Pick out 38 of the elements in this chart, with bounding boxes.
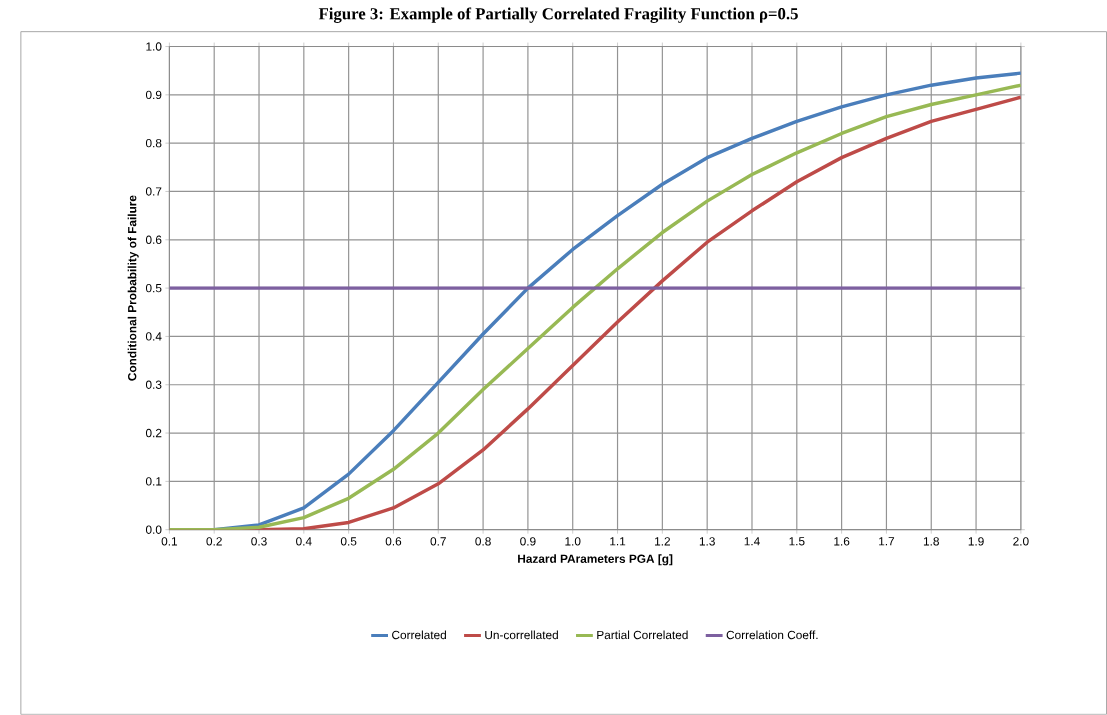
x-tick-label: 0.2 [206, 537, 222, 546]
y-tick-label: 0.5 [145, 284, 162, 293]
x-tick-label: 1.9 [968, 537, 984, 546]
x-tick-label: 2.0 [1013, 537, 1029, 546]
x-tick-label: 0.3 [251, 537, 267, 546]
x-tick-label: 1.5 [789, 537, 805, 546]
x-tick-label: 0.8 [475, 537, 491, 546]
y-axis-title: Conditional Probability of Failure [127, 195, 139, 381]
x-tick-label: 1.7 [879, 537, 895, 546]
y-tick-label: 0.7 [145, 187, 162, 196]
y-tick-label: 0.6 [145, 235, 162, 245]
y-tick-label: 0.3 [145, 380, 162, 389]
x-tick-label: 1.4 [744, 537, 760, 546]
y-tick-label: 0.1 [145, 477, 162, 486]
y-tick-label: 1.0 [146, 42, 162, 51]
y-tick-label: 0.0 [145, 525, 162, 534]
x-tick-label: 0.6 [385, 537, 402, 546]
x-tick-label: 0.9 [520, 537, 536, 546]
x-tick-label: 1.8 [923, 537, 939, 546]
x-tick-label: 1.3 [699, 537, 715, 546]
legend-label: Correlation Coeff. [726, 630, 818, 640]
x-tick-label: 1.1 [610, 537, 626, 546]
x-axis-title: Hazard PArameters PGA [g] [518, 554, 673, 566]
x-tick-label: 1.2 [655, 537, 670, 546]
legend-label: Partial Correlated [597, 630, 688, 640]
x-tick-label: 1.6 [834, 537, 850, 546]
x-tick-label: 0.4 [296, 537, 312, 546]
x-tick-label: 0.7 [430, 537, 446, 546]
x-tick-label: 0.5 [340, 537, 357, 546]
x-tick-label: 0.1 [161, 537, 178, 546]
legend-label: Correlated [392, 630, 446, 640]
y-tick-label: 0.8 [145, 139, 162, 148]
y-tick-label: 0.9 [145, 90, 162, 100]
legend-label: Un-correllated [485, 630, 558, 640]
x-tick-label: 1.0 [565, 537, 581, 546]
y-tick-label: 0.4 [145, 332, 162, 341]
y-tick-label: 0.2 [145, 428, 162, 438]
chart-title: Figure 3: Example of Partially Correlated Fragility Function ρ=0.5 [318, 7, 798, 24]
